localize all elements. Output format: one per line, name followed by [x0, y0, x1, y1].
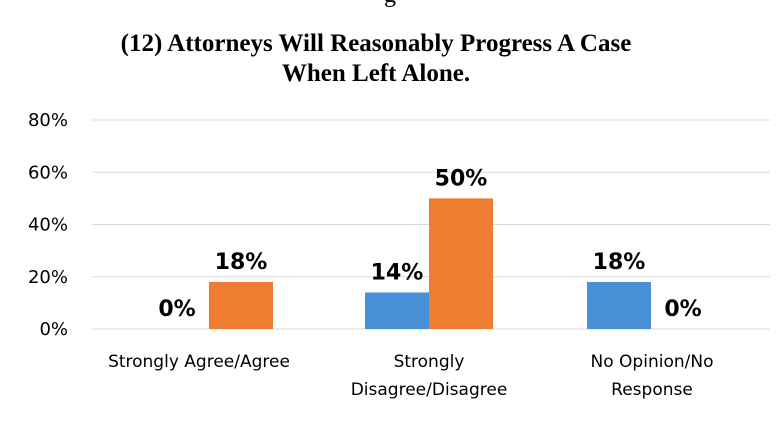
y-tick-label: 0% — [39, 319, 68, 340]
x-category-label-line: No Opinion/No — [591, 352, 714, 372]
data-labels: 0% 14% 18% 18% 50% 0% — [158, 166, 701, 322]
x-category-label-line: Disagree/Disagree — [351, 380, 508, 400]
bar-series-2 — [429, 198, 493, 329]
data-label: 50% — [435, 166, 488, 191]
bar-series-2 — [209, 281, 273, 329]
clipped-top-text: g — [330, 0, 450, 7]
y-tick-label: 60% — [28, 162, 68, 183]
x-category-label-line: Response — [611, 380, 693, 400]
bar-series-1 — [365, 292, 429, 329]
x-category-label: Strongly Disagree/Disagree — [351, 352, 508, 400]
data-label: 0% — [664, 297, 701, 322]
x-category-label: No Opinion/No Response — [591, 352, 714, 400]
chart-title-line-2: When Left Alone. — [281, 60, 471, 87]
bars — [209, 198, 651, 329]
chart-title-line-1: (12) Attorneys Will Reasonably Progress … — [120, 30, 632, 57]
data-label: 18% — [593, 250, 646, 275]
y-tick-label: 80% — [28, 110, 68, 131]
bar-series-1 — [587, 281, 651, 329]
x-category-label-line: Strongly Agree/Agree — [108, 352, 290, 372]
data-label: 14% — [371, 260, 424, 285]
x-category-label: Strongly Agree/Agree — [108, 352, 290, 372]
x-category-label-line: Strongly — [394, 352, 465, 372]
y-axis-ticks: 0% 20% 40% 60% 80% — [28, 110, 68, 340]
data-label: 0% — [158, 297, 195, 322]
y-tick-label: 40% — [28, 215, 68, 236]
category-labels: Strongly Agree/Agree Strongly Disagree/Dis… — [108, 352, 713, 400]
data-label: 18% — [215, 250, 268, 275]
y-tick-label: 20% — [28, 267, 68, 288]
